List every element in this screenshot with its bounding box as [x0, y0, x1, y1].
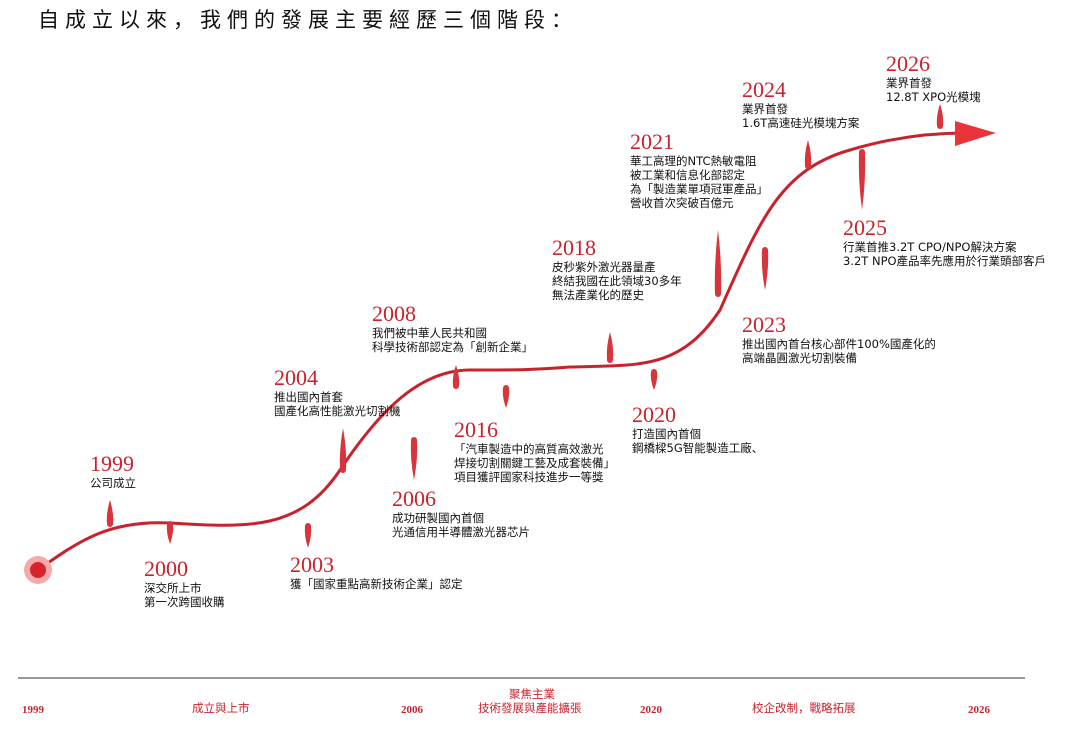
milestone-2024: 2024 業界首發 1.6T高速硅光模塊方案 — [742, 77, 860, 131]
milestone-text: 成功研製國內首個 — [392, 511, 484, 525]
milestone-2003: 2003 獲「國家重點高新技術企業」認定 — [290, 552, 463, 592]
milestone-year: 1999 — [90, 451, 134, 476]
milestone-2000: 2000 深交所上市 第一次跨國收購 — [144, 556, 225, 610]
milestone-1999: 1999 公司成立 — [90, 451, 136, 491]
milestone-2016: 2016 「汽車製造中的高質高效激光 焊接切割關鍵工藝及成套裝備」 項目獲評國家… — [454, 417, 615, 485]
milestone-text: 深交所上市 — [144, 581, 202, 595]
milestone-marker-2023 — [761, 247, 769, 290]
phase-stage-2-title: 聚焦主業 — [509, 687, 555, 701]
milestone-2018: 2018 皮秒紫外激光器量產 終結我國在此領域30多年 無法產業化的歷史 — [552, 235, 682, 303]
milestone-year: 2026 — [886, 51, 930, 76]
milestone-text: 項目獲評國家科技進步一等獎 — [454, 470, 604, 484]
milestone-text: 獲「國家重點高新技術企業」認定 — [290, 577, 463, 591]
milestone-year: 2020 — [632, 402, 676, 427]
milestone-text: 推出國內首台核心部件100%國產化的 — [742, 337, 936, 351]
page-heading: 自成立以來，我們的發展主要經歷三個階段： — [38, 8, 578, 32]
milestone-marker-2018 — [606, 332, 614, 363]
milestone-year: 2025 — [843, 215, 887, 240]
milestone-text: 「汽車製造中的高質高效激光 — [454, 442, 604, 456]
milestone-text: 推出國內首套 — [274, 390, 343, 404]
milestone-text: 打造國內首個 — [632, 427, 701, 441]
milestone-year: 2008 — [372, 301, 416, 326]
milestone-text: 科學技術部認定為「創新企業」 — [372, 340, 533, 354]
milestone-text: 被工業和信息化部認定 — [630, 168, 745, 182]
milestone-text: 皮秒紫外激光器量產 — [552, 260, 656, 274]
milestone-2021: 2021 華工高理的NTC熱敏電阻 被工業和信息化部認定 為「製造業單項冠軍產品… — [630, 129, 768, 211]
milestone-2020: 2020 打造國內首個 鋼橋樑5G智能製造工廠、 — [632, 402, 764, 456]
milestone-2008: 2008 我們被中華人民共和國 科學技術部認定為「創新企業」 — [372, 301, 533, 355]
milestone-text: 鋼橋樑5G智能製造工廠、 — [632, 441, 764, 455]
milestone-text: 業界首發 — [742, 102, 788, 116]
milestone-text: 1.6T高速硅光模塊方案 — [742, 116, 860, 130]
milestone-year: 2024 — [742, 77, 786, 102]
phase-year-2026: 2026 — [968, 704, 990, 716]
milestone-text: 第一次跨國收購 — [144, 595, 225, 609]
phase-year-1999: 1999 — [22, 704, 44, 716]
milestone-text: 國產化高性能激光切割機 — [274, 404, 401, 418]
milestone-year: 2023 — [742, 312, 786, 337]
milestone-text: 12.8T XPO光模塊 — [886, 90, 981, 104]
milestone-year: 2004 — [274, 365, 318, 390]
milestone-year: 2016 — [454, 417, 498, 442]
phase-stage-2: 技術發展與產能擴張 — [478, 701, 582, 715]
milestone-text: 焊接切割關鍵工藝及成套裝備」 — [454, 456, 615, 470]
milestone-year: 2018 — [552, 235, 596, 260]
growth-curve — [36, 131, 967, 572]
milestone-marker-2006 — [410, 437, 418, 480]
phase-year-2020: 2020 — [640, 704, 662, 716]
milestone-year: 2021 — [630, 129, 674, 154]
milestone-text: 我們被中華人民共和國 — [372, 326, 487, 340]
milestone-marker-2003 — [304, 523, 312, 548]
milestone-text: 營收首次突破百億元 — [630, 196, 734, 210]
phase-stage-3: 校企改制，戰略拓展 — [752, 701, 856, 715]
phase-divider-line — [18, 677, 1025, 679]
milestone-text: 為「製造業單項冠軍產品」 — [630, 182, 768, 196]
curve-arrowhead — [955, 121, 996, 146]
milestone-marker-2021 — [714, 230, 722, 297]
milestone-marker-2026 — [936, 104, 944, 129]
milestone-marker-2004 — [339, 428, 347, 473]
milestone-text: 無法產業化的歷史 — [552, 288, 644, 302]
milestone-marker-2025 — [858, 149, 866, 210]
milestone-marker-2024 — [804, 140, 812, 169]
milestone-2006: 2006 成功研製國內首個 光通信用半導體激光器芯片 — [392, 486, 530, 540]
milestone-marker-2000 — [166, 521, 174, 544]
milestone-text: 高端晶圓激光切割裝備 — [742, 351, 857, 365]
milestone-text: 行業首推3.2T CPO/NPO解決方案 — [843, 240, 1017, 254]
milestone-year: 2003 — [290, 552, 334, 577]
milestone-text: 華工高理的NTC熱敏電阻 — [630, 154, 757, 168]
milestone-text: 終結我國在此領域30多年 — [552, 274, 682, 288]
milestone-marker-2016 — [502, 385, 510, 408]
start-dot — [30, 562, 46, 578]
milestone-year: 2000 — [144, 556, 188, 581]
milestone-2004: 2004 推出國內首套 國產化高性能激光切割機 — [274, 365, 401, 419]
milestone-2023: 2023 推出國內首台核心部件100%國產化的 高端晶圓激光切割裝備 — [742, 312, 936, 366]
milestone-year: 2006 — [392, 486, 436, 511]
milestone-2026: 2026 業界首發 12.8T XPO光模塊 — [886, 51, 981, 105]
milestone-text: 光通信用半導體激光器芯片 — [392, 525, 530, 539]
milestone-marker-1999 — [106, 500, 114, 527]
milestone-text: 業界首發 — [886, 76, 932, 90]
milestone-marker-2020 — [650, 369, 658, 390]
milestone-text: 公司成立 — [90, 476, 136, 490]
milestone-text: 3.2T NPO產品率先應用於行業頭部客戶 — [843, 254, 1047, 268]
phase-year-2006: 2006 — [401, 704, 423, 716]
milestone-2025: 2025 行業首推3.2T CPO/NPO解決方案 3.2T NPO產品率先應用… — [843, 215, 1047, 269]
milestone-marker-2008 — [452, 365, 460, 389]
phase-stage-1: 成立與上市 — [192, 701, 250, 715]
